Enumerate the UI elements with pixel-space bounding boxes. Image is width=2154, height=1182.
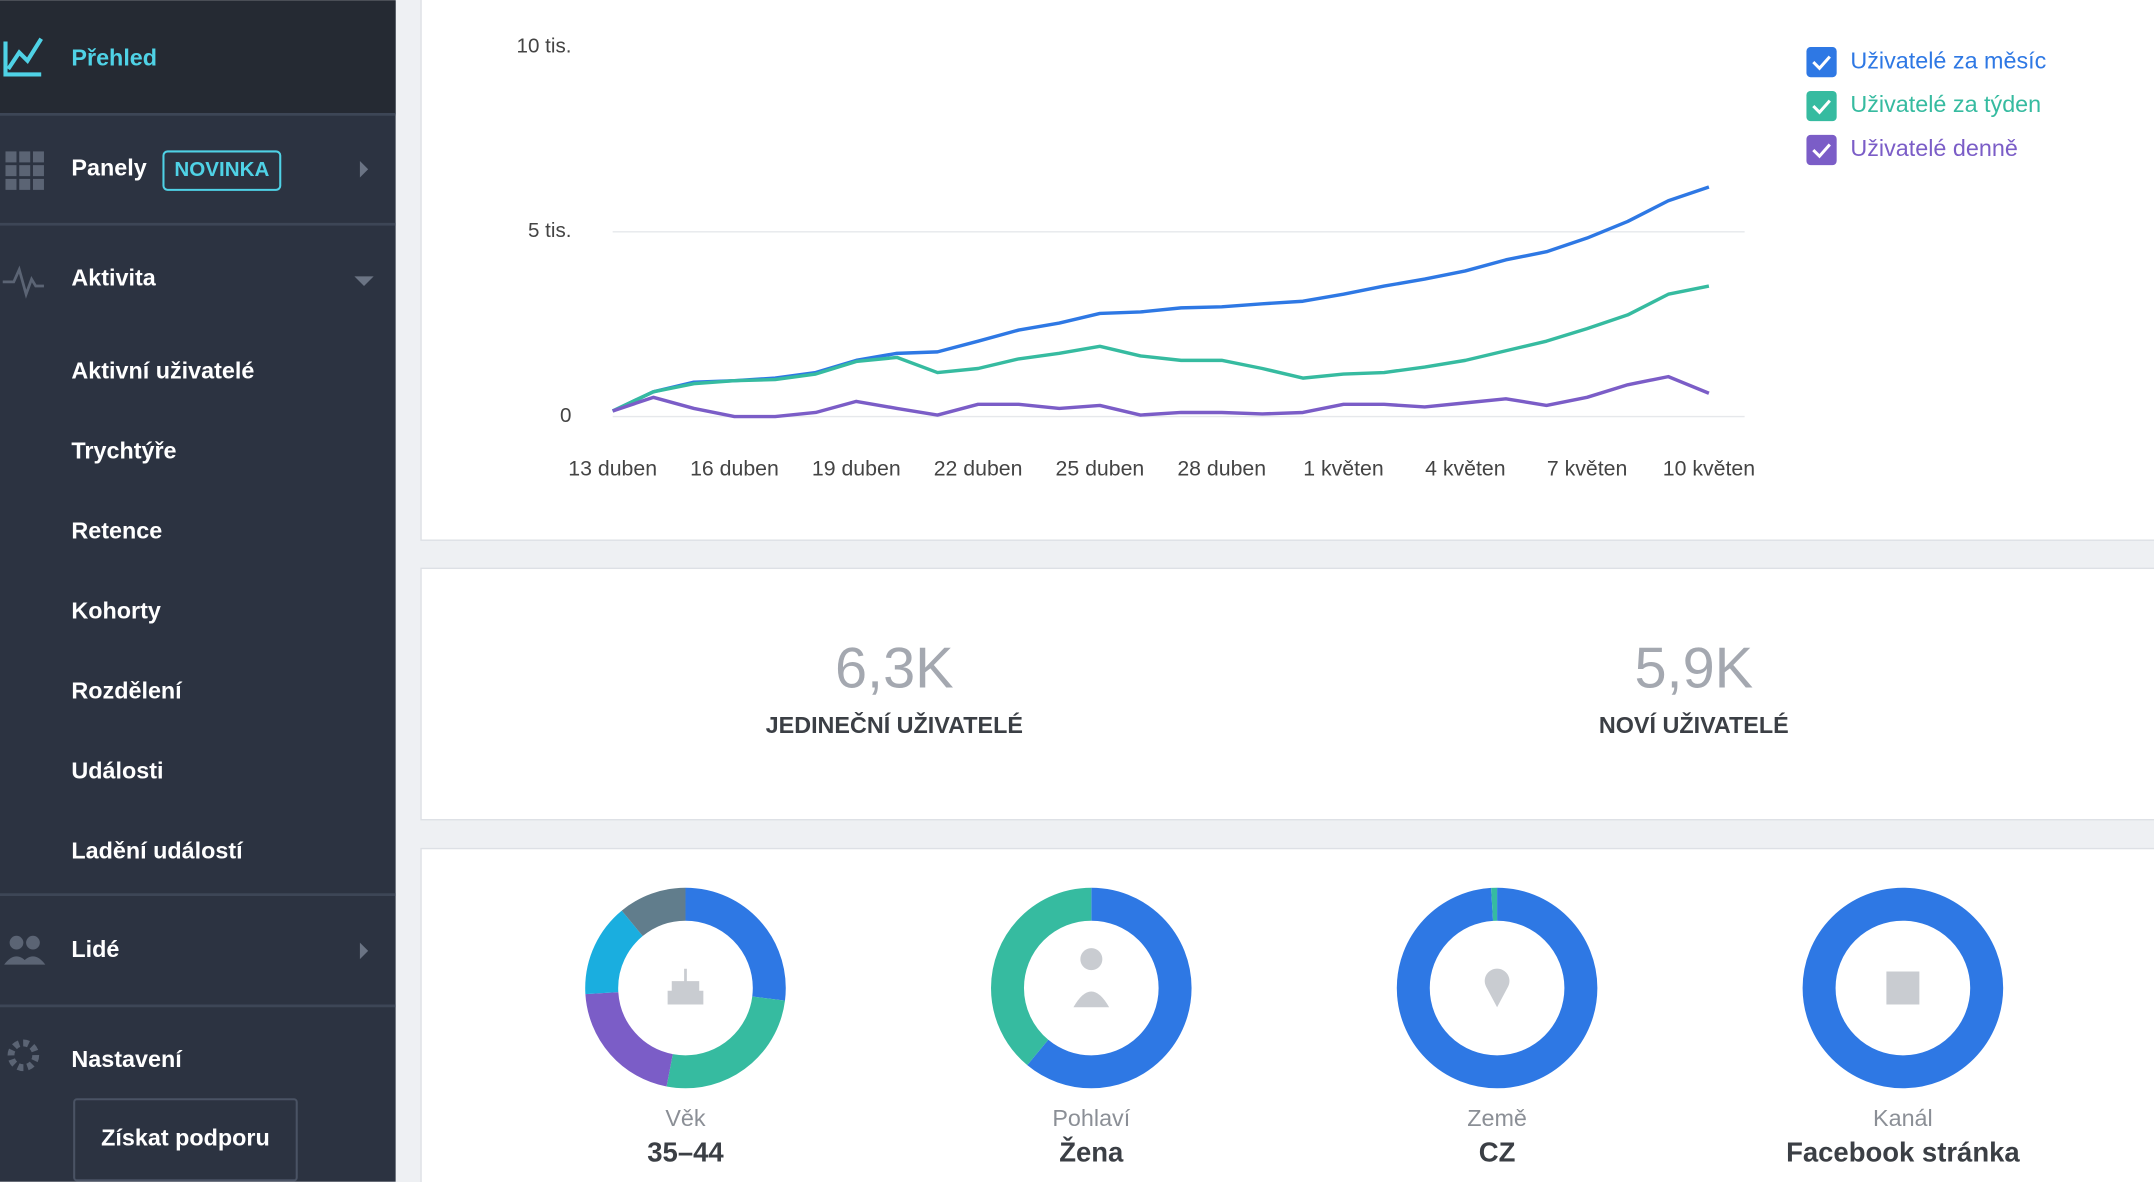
activity-icon	[2, 265, 44, 299]
support-button-bg[interactable]	[73, 1098, 298, 1182]
stat-value: 6,3K	[835, 636, 954, 700]
donut-segment	[1802, 887, 2004, 1089]
sub-menu-item[interactable]: Události	[71, 758, 163, 784]
sub-menu-item[interactable]: Retence	[71, 518, 162, 544]
donut-icon	[1484, 968, 1510, 1008]
donut-segment	[585, 887, 786, 1089]
donut-icon	[667, 968, 704, 1005]
y-tick-label: 10 tis.	[517, 34, 572, 57]
x-tick-label: 10 květen	[1663, 457, 1755, 481]
chevron	[354, 276, 374, 287]
legend-label[interactable]: Uživatelé za týden	[1850, 91, 2041, 117]
stat-value: 5,9K	[1634, 636, 1753, 700]
donut-title: Kanál	[1873, 1105, 1933, 1131]
legend-checkbox[interactable]	[1806, 134, 1837, 166]
sub-menu-item[interactable]: Trychtýře	[71, 438, 176, 464]
x-tick-label: 1 květen	[1303, 457, 1383, 481]
legend-checkbox[interactable]	[1806, 90, 1837, 122]
menu-item[interactable]: Aktivita	[71, 264, 156, 290]
donut-icon	[1886, 971, 1920, 1005]
donut-segment	[585, 887, 786, 1089]
legend-checkbox[interactable]	[1806, 47, 1837, 78]
donut-title: Pohlaví	[1052, 1105, 1130, 1131]
chevron	[359, 942, 369, 960]
x-tick-label: 7 květen	[1547, 457, 1627, 481]
sub-menu-item[interactable]: Rozdělení	[71, 678, 183, 704]
support-button[interactable]: Získat podporu	[101, 1124, 270, 1150]
panels-icon	[5, 151, 44, 190]
settings-icon	[7, 1039, 40, 1072]
x-tick-label: 19 duben	[812, 457, 901, 481]
donut-value: Facebook stránka	[1786, 1136, 2020, 1167]
legend-label[interactable]: Uživatelé za měsíc	[1850, 47, 2046, 73]
stats-card	[420, 567, 2154, 821]
legend-check[interactable]	[1812, 99, 1831, 115]
x-tick-label: 25 duben	[1056, 457, 1145, 481]
donut-title: Země	[1467, 1105, 1527, 1131]
overview-icon	[3, 37, 43, 77]
stat-label: NOVÍ UŽIVATELÉ	[1599, 711, 1789, 738]
x-tick-label: 22 duben	[934, 457, 1023, 481]
badge-border	[162, 150, 282, 191]
people-icon	[4, 935, 46, 965]
donut-title: Věk	[665, 1105, 706, 1131]
x-tick-label: 13 duben	[568, 457, 657, 481]
legend-check[interactable]	[1812, 143, 1831, 159]
y-tick-label: 0	[560, 404, 571, 427]
menu-item[interactable]: Lidé	[71, 936, 119, 962]
chart-card	[420, 0, 2154, 541]
legend-check[interactable]	[1812, 55, 1831, 71]
sub-menu-item[interactable]: Kohorty	[71, 598, 160, 624]
sidebar	[0, 0, 396, 1182]
badge: NOVINKA	[174, 158, 269, 181]
legend-label[interactable]: Uživatelé denně	[1850, 135, 2017, 161]
donut-value: CZ	[1479, 1136, 1516, 1167]
donut-segment	[585, 887, 786, 1089]
stat-label: JEDINEČNÍ UŽIVATELÉ	[766, 711, 1023, 738]
menu-item[interactable]: Nastavení	[71, 1046, 183, 1072]
sub-menu-item[interactable]: Ladění událostí	[71, 837, 244, 863]
menu-item[interactable]: Přehled	[71, 45, 157, 71]
donut-value: 35–44	[647, 1136, 724, 1167]
donut-segment	[1396, 887, 1598, 1089]
x-tick-label: 16 duben	[690, 457, 779, 481]
donut-icon	[1073, 948, 1110, 1008]
chevron	[359, 161, 369, 178]
active-item-bg	[0, 0, 396, 115]
x-tick-label: 28 duben	[1177, 457, 1266, 481]
donut-value: Žena	[1059, 1136, 1124, 1167]
y-tick-label: 5 tis.	[528, 219, 572, 242]
menu-item[interactable]: Panely	[71, 154, 146, 180]
line-series	[611, 284, 1710, 413]
sub-menu-item[interactable]: Aktivní uživatelé	[71, 358, 254, 384]
x-tick-label: 4 květen	[1425, 457, 1505, 481]
line-series	[612, 374, 1710, 419]
donut-segment	[991, 887, 1192, 1089]
